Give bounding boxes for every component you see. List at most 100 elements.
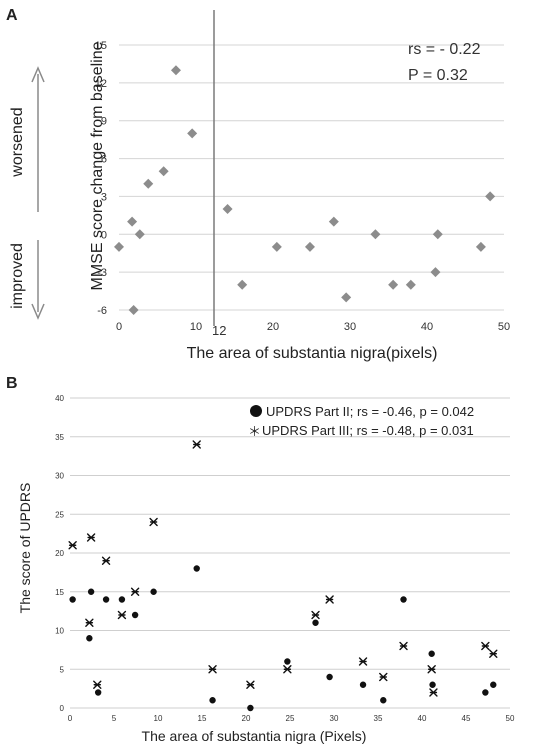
part3-data-point <box>86 533 96 542</box>
panel-b-x-tick-label: 5 <box>112 714 117 723</box>
part3-data-point <box>93 680 102 689</box>
panel-a-data-point <box>370 229 381 240</box>
panel-a-data-point <box>430 267 441 278</box>
panel-b-y-tick-label: 35 <box>55 433 64 442</box>
improved-arrow-head <box>31 303 45 320</box>
panel-b-y-tick-label: 10 <box>55 627 64 636</box>
panel-a-label: A <box>6 7 18 24</box>
panel-b-x-tick-label: 0 <box>68 714 73 723</box>
part3-data-point <box>481 641 490 651</box>
panel-b-y-tick-label: 40 <box>55 394 64 403</box>
part2-data-point <box>400 596 407 603</box>
panel-a-x-axis-title: The area of substantia nigra(pixels) <box>187 345 438 362</box>
panel-a-x-tick-label: 40 <box>421 321 433 333</box>
panel-a-data-point <box>328 216 339 227</box>
panel-a-y-tick-label: -6 <box>97 305 107 317</box>
panel-a-data-point <box>114 241 124 252</box>
panel-b-label: B <box>6 375 18 392</box>
part2-data-point <box>482 689 489 696</box>
panel-b-x-tick-label: 30 <box>330 714 339 723</box>
panel-b-x-tick-label: 15 <box>198 714 207 723</box>
panel-a-stat-p: P = 0.32 <box>408 67 468 84</box>
panel-b-x-axis-title: The area of substantia nigra (Pixels) <box>142 728 367 744</box>
panel-a-data-point <box>134 229 145 240</box>
panel-a-y-tick-label: 9 <box>101 116 107 128</box>
panel-a-data-point <box>187 128 198 139</box>
panel-b-x-tick-label: 40 <box>418 714 427 723</box>
panel-b-y-tick-label: 20 <box>55 549 64 558</box>
part2-data-point <box>69 596 76 603</box>
panel-a-y-tick-label: 15 <box>95 40 107 52</box>
panel-b-y-tick-label: 15 <box>55 588 64 597</box>
panel-a-x-tick-label: 10 <box>190 321 202 333</box>
part2-data-point <box>490 681 497 688</box>
panel-a-data-point <box>475 241 486 252</box>
panel-a-y-tick-label: 0 <box>101 229 107 241</box>
panel-a-x-tick-label: 50 <box>498 321 510 333</box>
panel-b-x-tick-label: 10 <box>154 714 163 723</box>
panel-b-y-tick-label: 25 <box>55 510 64 519</box>
part2-data-point <box>131 611 139 619</box>
part3-data-point <box>208 665 217 674</box>
worsened-label: worsened <box>9 107 26 177</box>
part3-data-point <box>68 541 77 550</box>
part3-data-point <box>283 665 292 674</box>
panel-a-data-point <box>158 166 169 177</box>
part2-data-point <box>87 588 95 595</box>
panel-a-data-point <box>388 279 399 290</box>
panel-a-data-point <box>341 292 352 303</box>
panel-b-x-tick-label: 25 <box>286 714 295 723</box>
part2-data-point <box>94 689 102 696</box>
part3-data-point <box>399 641 408 651</box>
panel-a-gridlines <box>119 44 504 311</box>
panel-b-x-tick-label: 50 <box>506 714 515 723</box>
legend-part3-marker: ＊ <box>248 424 261 439</box>
part3-data-point <box>427 665 436 674</box>
part2-data-point <box>284 658 291 665</box>
panel-a-y-tick-label: 6 <box>101 154 107 166</box>
panel-a-data-point <box>128 305 139 315</box>
part2-data-point <box>209 697 216 704</box>
panel-a-data-point <box>304 241 315 252</box>
part3-data-point <box>117 610 127 620</box>
panel-a-data-point <box>143 178 154 189</box>
panel-a-data-point <box>237 279 248 290</box>
panel-a-data-point <box>271 241 282 252</box>
improved-label: improved <box>9 243 26 309</box>
panel-a-data-point <box>127 216 138 227</box>
legend-part3-text: UPDRS Part III; rs = -0.48, p = 0.031 <box>262 423 474 438</box>
part2-data-point <box>193 565 200 572</box>
panel-a-data-point <box>432 229 443 240</box>
panel-a-y-tick-label: -3 <box>97 267 107 279</box>
part3-data-point <box>358 657 368 666</box>
panel-b-y-tick-label: 0 <box>60 704 65 713</box>
panel-b-x-tick-label: 45 <box>462 714 471 723</box>
part2-data-point <box>312 619 319 626</box>
part2-data-point <box>247 704 254 712</box>
panel-a-reference-line-label: 12 <box>212 323 226 338</box>
panel-a-stat-rs: rs = - 0.22 <box>408 41 481 58</box>
panel-a-data-point <box>170 65 181 76</box>
part3-data-point <box>85 618 94 627</box>
part3-data-point <box>192 440 201 449</box>
panel-a: A -6 -3 0 3 6 9 12 15 0 10 20 30 40 50 12 rs = - 0.2… <box>6 7 510 362</box>
panel-b-y-axis-title: The score of UPDRS <box>17 483 33 614</box>
part3-data-point <box>489 649 498 658</box>
panel-a-points <box>114 65 496 315</box>
panel-a-y-tick-label: 3 <box>101 191 107 203</box>
part2-data-point <box>326 673 333 681</box>
part3-data-point <box>246 680 255 689</box>
part3-data-point <box>429 688 438 697</box>
panel-a-y-axis-title: MMSE score change from baseline <box>89 41 106 290</box>
panel-b-y-tick-labels: 0 5 10 15 20 25 30 35 40 <box>55 394 64 713</box>
part2-data-point <box>359 681 367 688</box>
part2-data-point <box>380 697 387 704</box>
part3-data-point <box>325 595 334 604</box>
panel-b-y-tick-label: 5 <box>60 665 65 674</box>
legend-part2-text: UPDRS Part II; rs = -0.46, p = 0.042 <box>266 404 474 419</box>
panel-a-y-tick-labels: -6 -3 0 3 6 9 12 15 <box>95 40 107 317</box>
part3-data-point <box>379 672 388 682</box>
panel-a-x-tick-labels: 0 10 20 30 40 50 <box>116 321 510 333</box>
